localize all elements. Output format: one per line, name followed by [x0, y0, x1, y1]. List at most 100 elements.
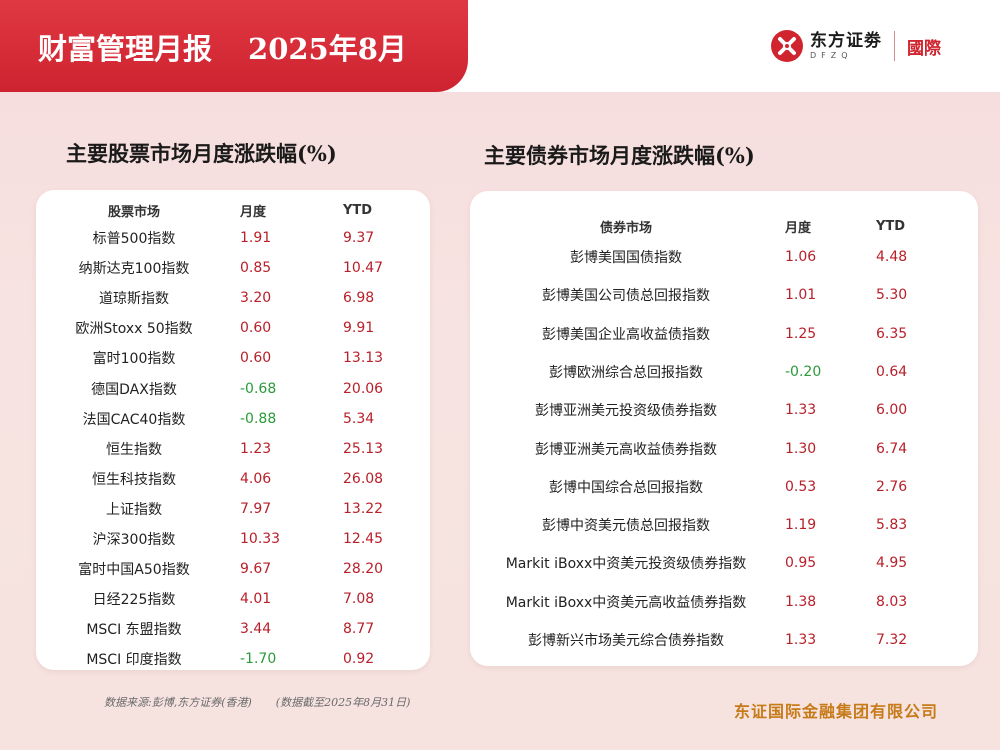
- month-change: 1.33: [785, 402, 817, 419]
- month-change: -0.88: [240, 410, 277, 427]
- header-market: 股票市场: [107, 204, 161, 220]
- table-row: 彭博欧洲综合总回报指数 -0.20 0.64: [470, 361, 978, 383]
- ytd-change: 6.35: [876, 325, 908, 342]
- table-row: 富时100指数 0.60 13.13: [36, 347, 430, 369]
- ytd-change: 2.76: [876, 478, 908, 495]
- month-change: 1.91: [240, 230, 272, 246]
- month-change: 0.60: [240, 320, 272, 337]
- bond-section-title: 主要债券市场月度涨跌幅(%): [484, 143, 755, 168]
- month-change: -0.20: [785, 363, 822, 380]
- ytd-change: 6.74: [876, 440, 908, 457]
- market-name: MSCI 东盟指数: [86, 622, 182, 639]
- month-change: 1.33: [785, 632, 817, 648]
- ytd-change: 5.34: [343, 410, 375, 427]
- table-row: 彭博新兴市场美元综合债券指数 1.33 7.32: [470, 629, 978, 651]
- table-row: Markit iBoxx中资美元投资级债券指数 0.95 4.95: [470, 552, 978, 574]
- month-change: 1.01: [785, 287, 817, 304]
- month-change: 1.38: [785, 593, 817, 610]
- brand-divider: [894, 31, 895, 61]
- table-row: 沪深300指数 10.33 12.45: [36, 528, 430, 550]
- month-change: 1.25: [785, 325, 817, 342]
- market-name: 沪深300指数: [92, 532, 176, 548]
- table-row: MSCI 东盟指数 3.44 8.77: [36, 618, 430, 640]
- table-row: 法国CAC40指数 -0.88 5.34: [36, 408, 430, 430]
- data-as-of: (数据截至2025年8月31日): [275, 696, 411, 709]
- ytd-change: 9.37: [343, 230, 375, 246]
- table-row: 富时中国A50指数 9.67 28.20: [36, 558, 430, 580]
- market-name: 德国DAX指数: [91, 381, 177, 398]
- table-row: 道琼斯指数 3.20 6.98: [36, 287, 430, 309]
- brand-name-en: DFZQ: [810, 51, 853, 60]
- month-change: 4.01: [240, 591, 272, 608]
- month-change: 4.06: [240, 470, 272, 487]
- ytd-change: 9.91: [343, 320, 375, 337]
- table-row: 上证指数 7.97 13.22: [36, 498, 430, 520]
- table-row: 恒生指数 1.23 25.13: [36, 438, 430, 460]
- header-ytd: YTD: [876, 218, 906, 234]
- ytd-change: 26.08: [343, 470, 384, 487]
- table-header: 股票市场 月度 YTD: [36, 199, 430, 221]
- month-change: 10.33: [240, 531, 281, 547]
- month-change: -1.70: [240, 651, 277, 668]
- ytd-change: 6.98: [343, 290, 375, 307]
- market-name: MSCI 印度指数: [86, 652, 182, 669]
- ytd-change: 0.64: [876, 363, 908, 380]
- market-name: Markit iBoxx中资美元投资级债券指数: [505, 556, 747, 573]
- report-period: 2025年8月: [248, 32, 407, 66]
- market-name: 彭博中资美元债总回报指数: [542, 518, 710, 535]
- table-row: 纳斯达克100指数 0.85 10.47: [36, 257, 430, 279]
- table-header: 债券市场 月度 YTD: [470, 215, 978, 237]
- market-name: 富时100指数: [92, 351, 176, 368]
- ytd-change: 10.47: [343, 260, 384, 277]
- market-name: 纳斯达克100指数: [78, 261, 190, 278]
- market-name: 道琼斯指数: [99, 291, 169, 308]
- table-row: 彭博亚洲美元投资级债券指数 1.33 6.00: [470, 399, 978, 421]
- market-name: 彭博中国综合总回报指数: [549, 479, 703, 496]
- market-name: 恒生科技指数: [92, 471, 176, 488]
- month-change: 9.67: [240, 561, 272, 578]
- market-name: 彭博亚洲美元投资级债券指数: [535, 403, 717, 420]
- ytd-change: 5.83: [876, 517, 908, 534]
- table-row: 彭博美国公司债总回报指数 1.01 5.30: [470, 284, 978, 306]
- table-row: 彭博中资美元债总回报指数 1.19 5.83: [470, 514, 978, 536]
- brand-name: 东方证劵: [810, 31, 882, 51]
- month-change: 1.23: [240, 440, 272, 457]
- month-change: 0.53: [785, 478, 817, 495]
- ytd-change: 13.13: [343, 350, 384, 367]
- market-name: 上证指数: [106, 501, 162, 518]
- ytd-change: 8.03: [876, 593, 908, 610]
- table-row: 彭博美国企业高收益债指数 1.25 6.35: [470, 323, 978, 345]
- month-change: 1.30: [785, 440, 817, 457]
- month-change: 0.60: [240, 350, 272, 367]
- table-row: 彭博中国综合总回报指数 0.53 2.76: [470, 476, 978, 498]
- ytd-change: 25.13: [343, 440, 384, 457]
- company-name: 东证国际金融集团有限公司: [734, 702, 939, 721]
- ytd-change: 20.06: [343, 380, 384, 397]
- ytd-change: 4.95: [876, 555, 908, 572]
- market-name: 标普500指数: [92, 231, 176, 247]
- table-row: 恒生科技指数 4.06 26.08: [36, 468, 430, 490]
- month-change: 7.97: [240, 500, 272, 517]
- market-name: 欧洲Stoxx 50指数: [75, 321, 193, 338]
- month-change: 0.85: [240, 260, 272, 277]
- month-change: 1.06: [785, 249, 817, 265]
- month-change: 0.95: [785, 555, 817, 572]
- header-month: 月度: [240, 204, 267, 220]
- ytd-change: 6.00: [876, 402, 908, 419]
- market-name: 富时中国A50指数: [78, 562, 190, 579]
- market-name: Markit iBoxx中资美元高收益债券指数: [505, 594, 747, 611]
- header-market: 债券市场: [599, 220, 653, 236]
- table-row: 德国DAX指数 -0.68 20.06: [36, 378, 430, 400]
- equity-table-panel: 股票市场 月度 YTD 标普500指数 1.91 9.37 纳斯达克100指数 0.85 10.…: [36, 190, 430, 670]
- ytd-change: 7.32: [876, 632, 908, 648]
- table-row: 日经225指数 4.01 7.08: [36, 588, 430, 610]
- report-title-banner: 财富管理月报 2025年8月: [0, 0, 468, 92]
- table-row: Markit iBoxx中资美元高收益债券指数 1.38 8.03: [470, 591, 978, 613]
- market-name: 法国CAC40指数: [82, 411, 186, 428]
- market-name: 彭博亚洲美元高收益债券指数: [535, 441, 717, 458]
- market-name: 彭博美国公司债总回报指数: [542, 288, 710, 305]
- table-row: 彭博美国国债指数 1.06 4.48: [470, 246, 978, 268]
- ytd-change: 0.92: [343, 651, 375, 668]
- market-name: 日经225指数: [92, 592, 176, 609]
- equity-section-title: 主要股票市场月度涨跌幅(%): [66, 141, 337, 166]
